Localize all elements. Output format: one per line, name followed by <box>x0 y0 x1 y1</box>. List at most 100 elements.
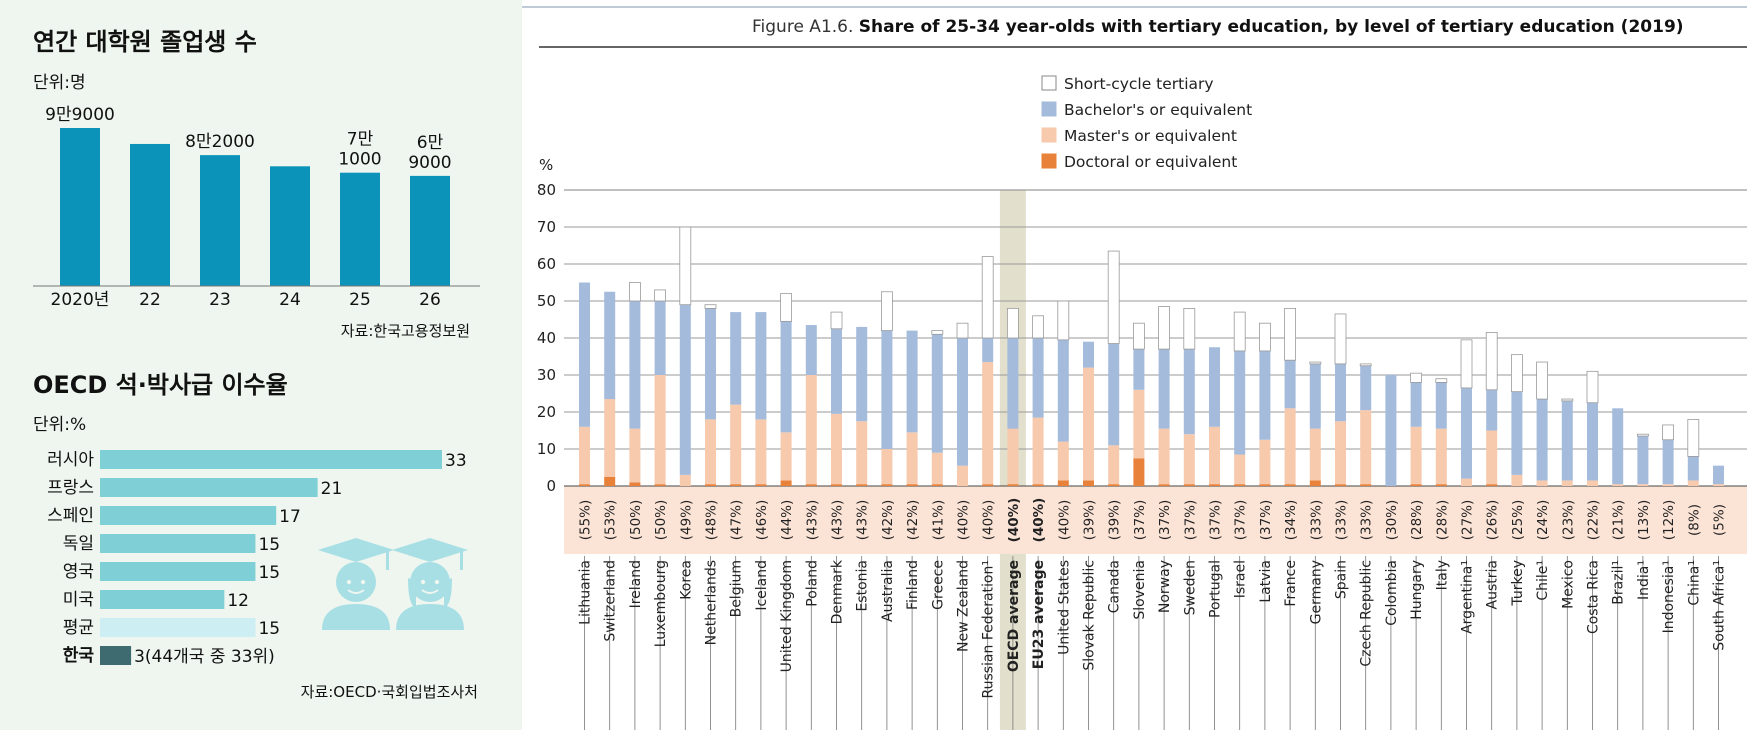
graduates-category-label: 23 <box>209 290 231 310</box>
category-label: India¹ <box>1636 560 1652 600</box>
graduates-data-label: 7만 1000 <box>338 130 381 170</box>
category-label: Slovenia <box>1132 560 1148 620</box>
category-percentage-label: (5%) <box>1712 504 1728 536</box>
category-percentage-label: (50%) <box>628 500 644 541</box>
category-label: Iceland <box>754 560 770 611</box>
figure-title-text: Share of 25-34 year-olds with tertiary e… <box>859 17 1684 37</box>
stacked-bar-segment <box>1511 474 1523 486</box>
oecd-rate-country-label: 러시아 <box>47 450 94 470</box>
category-percentage-label: (55%) <box>578 500 594 541</box>
stacked-bar-segment <box>1410 382 1422 427</box>
category-percentage-label: (24%) <box>1535 500 1551 541</box>
oecd-rate-country-label: 미국 <box>63 590 94 610</box>
category-percentage-label: (46%) <box>754 500 770 541</box>
stacked-bar-segment <box>1435 378 1448 383</box>
category-label: Luxembourg <box>653 560 669 647</box>
oecd-rate-value-label: 15 <box>258 619 280 639</box>
stacked-bar-segment <box>629 482 641 486</box>
category-label: Hungary <box>1409 560 1425 620</box>
category-percentage-label: (37%) <box>1258 500 1274 541</box>
stacked-bar-segment <box>679 304 691 475</box>
stacked-bar-segment <box>1410 426 1422 485</box>
category-percentage-label: (49%) <box>678 500 694 541</box>
oecd-rate-bar <box>100 618 256 637</box>
category-percentage-label: (53%) <box>603 500 619 541</box>
oecd-rate-bar <box>100 562 256 581</box>
graduates-source: 자료:한국고용정보원 <box>341 322 470 340</box>
category-label: Korea <box>678 560 694 600</box>
stacked-bar-segment <box>1561 400 1573 481</box>
oecd-rate-bar <box>100 506 277 525</box>
figure-title: Figure A1.6. Share of 25-34 year-olds wi… <box>752 17 1684 37</box>
category-label: Chile¹ <box>1535 560 1551 601</box>
category-label: EU23 average <box>1031 560 1047 669</box>
oecd-rate-country-label: 영국 <box>63 562 94 582</box>
graduates-bar <box>200 155 240 286</box>
stacked-bar-segment <box>1309 480 1321 486</box>
stacked-bar-segment <box>579 484 590 486</box>
stacked-bar-segment <box>1057 300 1070 341</box>
korean-infographic: 연간 대학원 졸업생 수 단위:명 9만9000 8만2000 7만 1000 6만 90… <box>33 28 480 701</box>
stacked-bar-segment <box>654 289 667 302</box>
oecd-rate-title: OECD 석·박사급 이수율 <box>33 371 288 399</box>
stacked-bar-segment <box>705 419 716 485</box>
category-label: Brazil¹ <box>1611 560 1627 605</box>
category-label: China¹ <box>1686 560 1702 606</box>
stacked-bar-segment <box>604 476 616 486</box>
stacked-bar-segment <box>856 326 868 422</box>
category-label: Indonesia¹ <box>1661 560 1677 633</box>
category-percentage-label: (37%) <box>1182 500 1198 541</box>
oecd-rate-value-label: 12 <box>227 591 249 611</box>
stacked-bar-segment <box>881 484 893 486</box>
stacked-bar-segment <box>1486 484 1498 486</box>
stacked-bar-segment <box>831 413 842 485</box>
category-percentage-label: (41%) <box>930 500 946 541</box>
stacked-bar-segment <box>1360 484 1372 486</box>
stacked-bar-segment <box>1309 428 1321 481</box>
oecd-rate-bar <box>100 450 442 469</box>
y-tick-label: 10 <box>537 440 556 458</box>
stacked-bar-segment <box>1107 250 1120 344</box>
stacked-bar-segment <box>705 484 716 486</box>
legend-label: Doctoral or equivalent <box>1064 153 1237 171</box>
stacked-bar-segment <box>1536 399 1548 481</box>
graduates-category-label: 25 <box>349 290 371 310</box>
stacked-bar-segment <box>1007 484 1019 486</box>
category-label: Russian Federation¹ <box>981 560 997 699</box>
stacked-bar-segment <box>931 452 943 485</box>
left-panel: 연간 대학원 졸업생 수 단위:명 9만9000 8만2000 7만 1000 6만 90… <box>0 0 522 730</box>
graduates-categories: 2020년 22 23 24 25 26 <box>51 290 441 310</box>
stacked-bars: 0 10 20 30 40 50 60 70 80 (55%) Lithuania (53%) Swit… <box>537 181 1747 730</box>
stacked-bar-segment <box>1435 484 1447 486</box>
stacked-bar-segment <box>1587 402 1598 481</box>
stacked-bar-segment <box>1511 391 1523 475</box>
stacked-bar-segment <box>755 484 767 486</box>
stacked-bar-segment <box>906 432 918 485</box>
stacked-bar-segment <box>654 484 666 486</box>
stacked-bar-segment <box>1083 341 1094 368</box>
stacked-bar-segment <box>755 419 767 485</box>
stacked-bar-segment <box>906 330 918 433</box>
category-label: Denmark <box>830 559 846 624</box>
stacked-bar-segment <box>629 282 641 302</box>
stacked-bar-segment <box>1410 484 1422 486</box>
stacked-bar-segment <box>755 312 767 420</box>
category-label: Germany <box>1308 560 1324 624</box>
stacked-bar-segment <box>1536 480 1548 486</box>
stacked-bar-segment <box>1561 398 1574 402</box>
category-label: Sweden <box>1182 560 1198 615</box>
legend: Short-cycle tertiary Bachelor's or equiva… <box>1041 75 1252 171</box>
stacked-bar-segment <box>1360 410 1372 485</box>
stacked-bar-segment <box>1461 387 1472 479</box>
stacked-bar-segment <box>982 362 994 485</box>
stacked-bar-segment <box>704 304 717 309</box>
stacked-bar-segment <box>1460 339 1473 389</box>
graduates-bar <box>410 175 450 286</box>
stacked-bar-segment <box>1637 484 1649 486</box>
oecd-rate-value-label: 15 <box>258 563 280 583</box>
category-percentage-label: (50%) <box>653 500 669 541</box>
stacked-bar-segment <box>881 449 893 485</box>
oecd-rate-country-label: 한국 <box>63 646 95 666</box>
category-label: Colombia <box>1384 560 1400 626</box>
oecd-rate-bar <box>100 646 132 665</box>
